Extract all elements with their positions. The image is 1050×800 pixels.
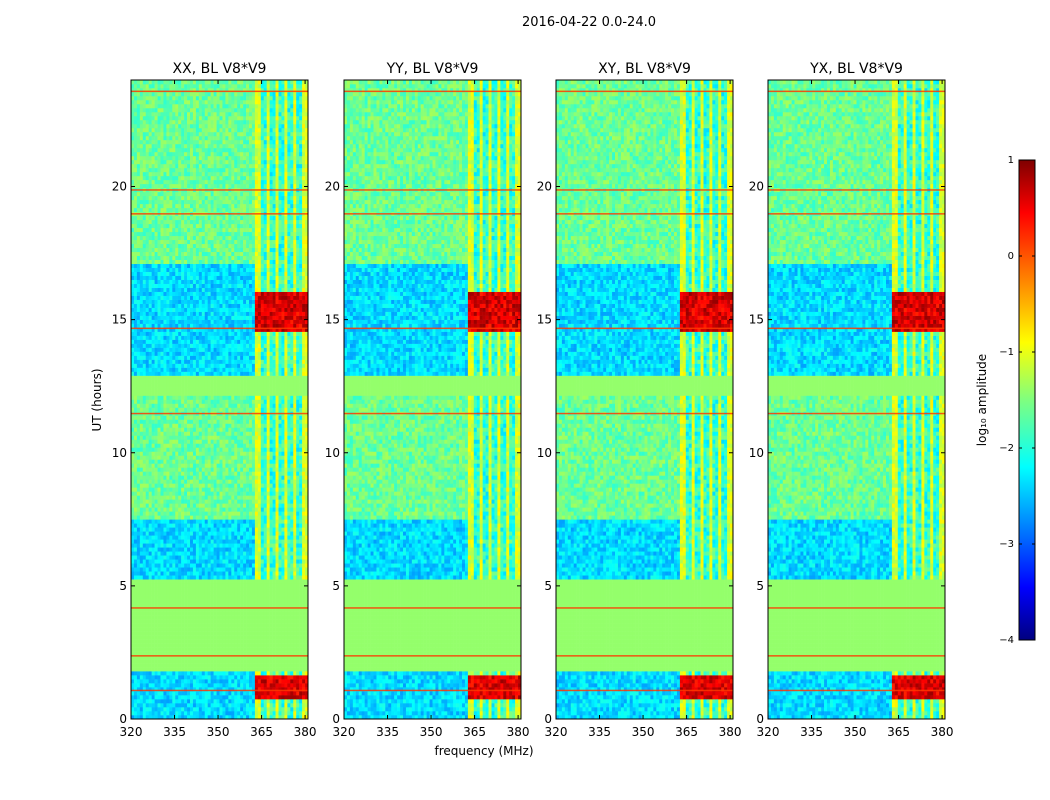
y-tick-label: 5 (544, 579, 552, 593)
x-tick-label: 380 (719, 725, 742, 739)
colorbar-label: log₁₀ amplitude (975, 354, 989, 446)
panel-frame (767, 79, 946, 720)
x-tick-label: 365 (463, 725, 486, 739)
x-tick-label: 320 (120, 725, 143, 739)
spectrogram-cells (556, 80, 733, 719)
x-tick-label: 350 (207, 725, 230, 739)
x-tick-label: 335 (588, 725, 611, 739)
colorbar-tick-label: −3 (999, 539, 1014, 550)
figure-suptitle: 2016-04-22 0.0-24.0 (522, 15, 656, 30)
y-tick-label: 0 (332, 712, 340, 726)
x-tick-label: 350 (844, 725, 867, 739)
colorbar-tick-label: −1 (999, 347, 1014, 358)
x-tick-label: 320 (757, 725, 780, 739)
panel-frame (555, 79, 734, 720)
panel-3: XY, BL V8*V9 320 335 350 365 380 0 5 10 15 20 (537, 61, 742, 739)
y-axis-label: UT (hours) (90, 368, 104, 431)
y-tick-label: 10 (325, 446, 340, 460)
x-tick-label: 320 (333, 725, 356, 739)
x-tick-label: 350 (420, 725, 443, 739)
y-tick-label: 10 (112, 446, 127, 460)
y-tick-label: 20 (325, 180, 340, 194)
x-tick-label: 365 (250, 725, 273, 739)
x-tick-label: 365 (675, 725, 698, 739)
x-tick-label: 380 (931, 725, 954, 739)
colorbar-tick-label: −2 (999, 443, 1014, 454)
y-tick-label: 5 (332, 579, 340, 593)
y-tick-label: 15 (112, 313, 127, 327)
y-tick-label: 15 (749, 313, 764, 327)
y-tick-label: 0 (756, 712, 764, 726)
colorbar: 1 0 −1 −2 −3 −4 log₁₀ amplitude (975, 155, 1036, 646)
colorbar-ticks: 1 0 −1 −2 −3 −4 (999, 155, 1035, 646)
colorbar-tick-label: −4 (999, 635, 1014, 646)
y-tick-label: 15 (325, 313, 340, 327)
x-tick-label: 335 (800, 725, 823, 739)
spectrogram-cells (768, 80, 945, 719)
x-tick-label: 365 (887, 725, 910, 739)
y-tick-label: 20 (749, 180, 764, 194)
y-tick-label: 0 (119, 712, 127, 726)
y-tick-label: 20 (112, 180, 127, 194)
x-tick-label: 350 (632, 725, 655, 739)
panel-frame (130, 79, 309, 720)
panel-frame (343, 79, 522, 720)
y-tick-label: 0 (544, 712, 552, 726)
panel-2: YY, BL V8*V9 320 335 350 365 380 0 5 10 15 20 (325, 61, 530, 739)
x-tick-label: 380 (294, 725, 317, 739)
colorbar-tick-label: 1 (1008, 155, 1014, 166)
y-tick-label: 20 (537, 180, 552, 194)
y-tick-label: 10 (537, 446, 552, 460)
spectrogram-cells (131, 80, 308, 719)
panel-4: YX, BL V8*V9 320 335 350 365 380 0 5 10 15 20 (749, 61, 954, 739)
panel-title: YX, BL V8*V9 (809, 61, 903, 77)
x-tick-label: 380 (507, 725, 530, 739)
panel-title: XY, BL V8*V9 (598, 61, 691, 77)
x-axis-label: frequency (MHz) (434, 744, 533, 758)
x-tick-label: 335 (376, 725, 399, 739)
spectrogram-cells (344, 80, 521, 719)
panel-1: XX, BL V8*V9 320 335 350 365 380 0 5 10 15 20 (112, 61, 317, 739)
y-tick-label: 15 (537, 313, 552, 327)
panel-title: YY, BL V8*V9 (386, 61, 479, 77)
x-tick-label: 335 (163, 725, 186, 739)
y-tick-label: 10 (749, 446, 764, 460)
y-tick-label: 5 (119, 579, 127, 593)
panel-title: XX, BL V8*V9 (173, 61, 267, 77)
y-tick-label: 5 (756, 579, 764, 593)
colorbar-gradient (1018, 159, 1036, 641)
x-tick-label: 320 (545, 725, 568, 739)
colorbar-tick-label: 0 (1008, 251, 1014, 262)
